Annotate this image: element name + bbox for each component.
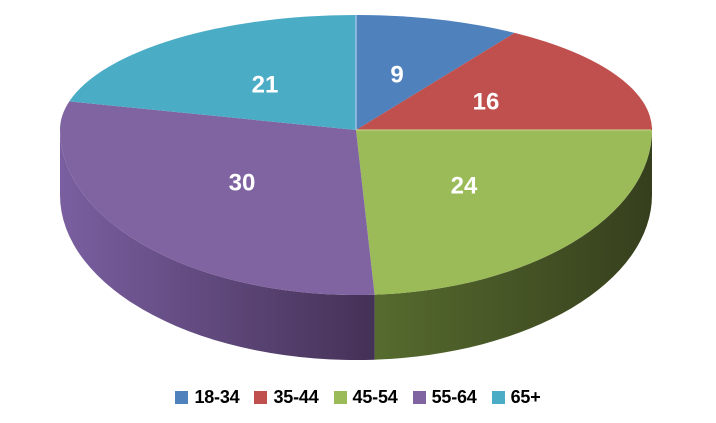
data-label-45-54: 24 bbox=[451, 173, 478, 200]
legend-item-18-34: 18-34 bbox=[175, 387, 240, 408]
pie-slice-side-45-54 bbox=[374, 130, 652, 360]
pie-slice-side-55-64 bbox=[59, 130, 375, 361]
data-label-65+: 21 bbox=[252, 72, 279, 99]
legend-swatch bbox=[333, 391, 347, 404]
legend-label: 45-54 bbox=[352, 387, 398, 407]
pie-slice-35-44 bbox=[356, 32, 652, 130]
legend-swatch bbox=[254, 391, 268, 404]
pie-slice-65+ bbox=[69, 14, 357, 131]
data-label-18-34: 9 bbox=[390, 62, 403, 89]
legend-swatch bbox=[491, 391, 505, 404]
legend-item-45-54: 45-54 bbox=[333, 387, 398, 408]
pie-slice-18-34 bbox=[356, 15, 515, 130]
legend-item-35-44: 35-44 bbox=[254, 387, 319, 408]
legend-swatch bbox=[412, 391, 426, 404]
legend-label: 35-44 bbox=[273, 387, 319, 407]
legend-swatch bbox=[175, 391, 189, 404]
pie-slice-55-64 bbox=[59, 101, 375, 296]
legend-item-55-64: 55-64 bbox=[412, 387, 477, 408]
chart-legend: 18-34 35-44 45-54 55-64 65+ bbox=[0, 387, 716, 408]
legend-label: 18-34 bbox=[194, 387, 240, 407]
data-label-55-64: 30 bbox=[229, 170, 256, 197]
legend-label: 55-64 bbox=[431, 387, 477, 407]
pie-slice-45-54 bbox=[356, 130, 652, 295]
legend-item-65+: 65+ bbox=[491, 387, 541, 408]
data-label-35-44: 16 bbox=[473, 89, 500, 116]
legend-label: 65+ bbox=[510, 387, 541, 407]
